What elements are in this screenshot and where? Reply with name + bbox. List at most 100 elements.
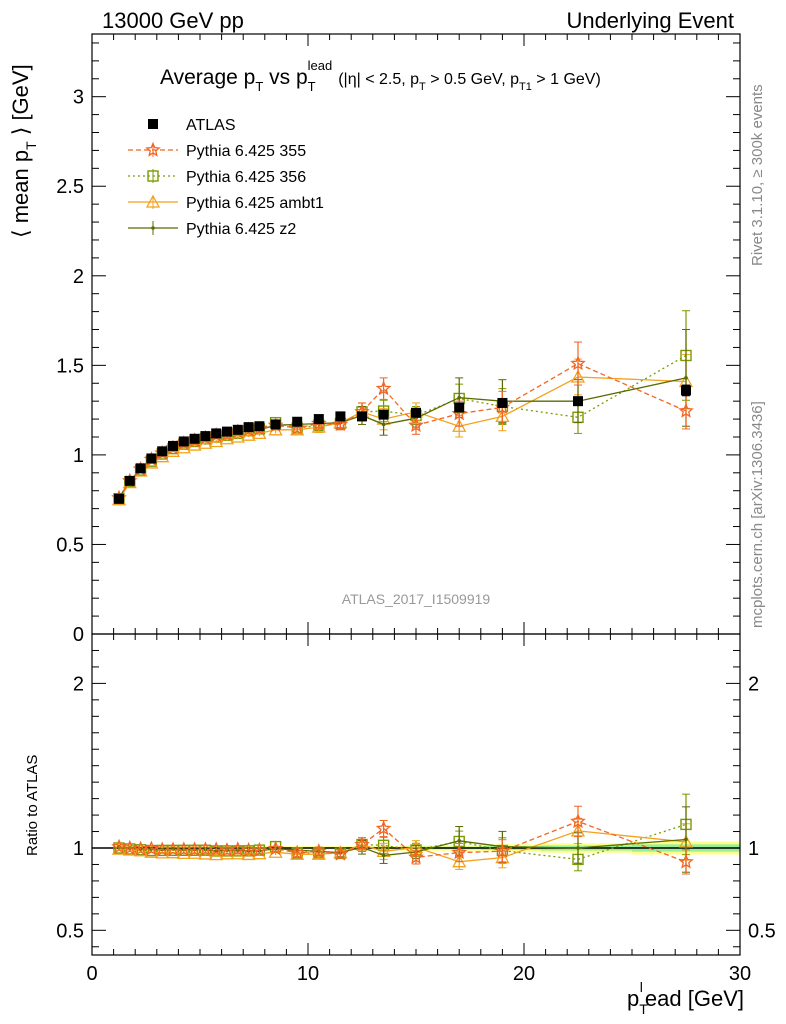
x-tick-label: 30 <box>729 963 751 985</box>
ratio-y-tick-label-right: 1 <box>748 838 759 860</box>
data-point-atlas <box>254 421 265 432</box>
header-left: 13000 GeV pp <box>102 8 244 33</box>
data-point-p355 <box>678 402 694 418</box>
data-point-z2 <box>457 395 462 400</box>
data-point-z2 <box>684 376 688 380</box>
main-y-tick-label: 1 <box>73 445 84 467</box>
legend-marker-z2 <box>151 226 155 230</box>
ratio-point-p355 <box>494 843 511 858</box>
x-tick-label: 20 <box>513 963 535 985</box>
main-y-tick-label: 0.5 <box>56 534 84 556</box>
data-point-atlas <box>270 419 281 430</box>
ratio-point-p355 <box>267 840 284 856</box>
plot-title: Average pT vs pTlead(|η| < 2.5, pT > 0.5… <box>160 58 601 94</box>
main-y-tick-label: 1.5 <box>56 355 84 377</box>
data-point-atlas <box>313 414 324 425</box>
mcplots-label: mcplots.cern.ch [arXiv:1306.3436] <box>749 401 766 628</box>
ratio-y-tick-label-right: 2 <box>748 673 759 695</box>
data-point-atlas <box>357 411 367 422</box>
data-point-atlas <box>681 385 691 396</box>
x-tick-label: 0 <box>86 963 97 985</box>
data-point-atlas <box>497 397 508 408</box>
ratio-point-p355 <box>111 838 127 854</box>
ratio-point-p355 <box>408 849 424 864</box>
data-point-p355 <box>375 380 392 396</box>
data-point-atlas <box>135 463 146 474</box>
ratio-point-p355 <box>310 843 327 859</box>
data-point-atlas <box>168 440 178 451</box>
data-point-atlas <box>573 396 583 407</box>
ratio-series <box>111 793 694 875</box>
main-y-axis-label: ⟨ mean pT ⟩ [GeV] <box>8 64 39 238</box>
ratio-point-z2 <box>457 839 462 843</box>
ratio-point-p356 <box>156 844 168 857</box>
ratio-point-p356 <box>188 844 201 856</box>
x-axis-label: pTlead [GeV] <box>627 979 744 1017</box>
data-point-ambt1 <box>209 434 224 448</box>
ratio-point-p355 <box>375 820 392 836</box>
ratio-point-p356 <box>178 844 190 856</box>
data-point-atlas <box>292 416 303 427</box>
data-point-atlas <box>222 426 232 437</box>
legend-marker-p355 <box>145 141 161 157</box>
legend-label-ambt1: Pythia 6.425 ambt1 <box>186 195 324 212</box>
main-y-tick-label: 0 <box>73 624 84 646</box>
ratio-point-p355 <box>289 844 305 860</box>
data-point-atlas <box>243 422 254 433</box>
data-point-atlas <box>146 453 157 464</box>
legend-label-p356: Pythia 6.425 356 <box>186 169 306 186</box>
data-point-atlas <box>335 411 346 422</box>
ratio-point-z2 <box>684 837 688 842</box>
ratio-plot-frame <box>91 633 741 956</box>
series-line-p356 <box>118 354 687 500</box>
ratio-axes: 0 10 20 30 0.5 0.5 1 1 2 2 <box>56 633 776 985</box>
ratio-point-p355 <box>208 841 224 857</box>
data-point-z2 <box>381 422 386 427</box>
legend-marker-atlas <box>148 119 158 129</box>
main-y-tick-label: 2 <box>73 266 84 288</box>
main-axes: 0 0.5 1 1.5 2 2.5 3 <box>56 33 741 646</box>
ratio-point-p355 <box>354 836 370 852</box>
data-point-p355 <box>408 417 424 432</box>
data-point-atlas <box>454 402 465 413</box>
ratio-point-p355 <box>122 839 138 855</box>
data-point-atlas <box>211 428 222 439</box>
header-right: Underlying Event <box>566 8 734 33</box>
data-point-p355 <box>570 355 586 371</box>
main-series <box>111 310 694 506</box>
data-point-atlas <box>178 436 189 447</box>
legend-label-z2: Pythia 6.425 z2 <box>186 221 296 238</box>
ratio-point-p355 <box>332 845 349 861</box>
data-point-atlas <box>232 424 243 435</box>
ratio-y-axis-label: Ratio to ATLAS <box>24 755 41 856</box>
data-point-atlas <box>411 407 421 418</box>
legend-label-atlas: ATLAS <box>186 117 236 134</box>
legend-marker-p356 <box>147 170 159 182</box>
ratio-y-tick-label: 2 <box>73 673 84 695</box>
data-point-atlas <box>114 493 124 504</box>
ratio-point-p355 <box>451 844 467 860</box>
ratio-point-p355 <box>570 813 586 829</box>
ratio-y-tick-label: 1 <box>73 838 84 860</box>
series-line-p355 <box>118 362 687 499</box>
main-y-tick-label: 3 <box>73 87 84 109</box>
data-point-atlas <box>189 433 200 444</box>
analysis-watermark: ATLAS_2017_I1509919 <box>342 591 491 607</box>
ratio-point-z2 <box>576 846 580 850</box>
data-point-p355 <box>332 416 349 432</box>
main-y-tick-label: 2.5 <box>56 176 84 198</box>
ratio-y-tick-label: 0.5 <box>56 920 84 942</box>
ratio-point-z2 <box>381 853 386 858</box>
ratio-point-p355 <box>678 853 694 869</box>
legend-label-p355: Pythia 6.425 355 <box>186 143 306 160</box>
data-point-atlas <box>157 446 168 457</box>
data-point-atlas <box>200 431 211 442</box>
ratio-y-tick-label-right: 0.5 <box>748 920 776 942</box>
ratio-point-p355 <box>229 841 246 857</box>
data-point-atlas <box>378 409 389 420</box>
rivet-label: Rivet 3.1.10, ≥ 300k events <box>749 84 766 266</box>
x-tick-label: 10 <box>297 963 319 985</box>
legend-marker-ambt1 <box>145 194 161 208</box>
ratio-point-p355 <box>143 840 160 856</box>
ratio-point-p355 <box>251 841 268 857</box>
